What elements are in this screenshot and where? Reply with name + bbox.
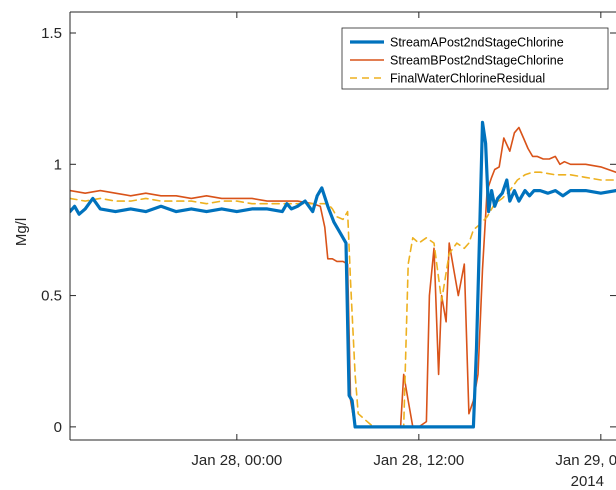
series-line-1: [70, 126, 616, 428]
x-tick-label: Jan 28, 00:00: [191, 452, 282, 469]
y-tick-label: 0: [54, 419, 62, 436]
legend-label-2: FinalWaterChlorineResidual: [390, 72, 545, 86]
legend-label-0: StreamAPost2ndStageChlorine: [390, 36, 564, 50]
x-tick-label: Jan 29, 00:00: [555, 452, 616, 469]
legend-entries: StreamAPost2ndStageChlorine StreamBPost2n…: [350, 36, 564, 86]
series-line-0: [70, 120, 616, 429]
x-tick-label: Jan 28, 12:00: [373, 452, 464, 469]
tick-layer: 0 0.5 1 1.5 Jan 28, 00:00 Jan 28, 12:00 Jan 29…: [41, 12, 616, 469]
legend-box: [341, 27, 609, 90]
year-label: 2014: [571, 473, 604, 490]
y-tick-label: 0.5: [41, 288, 62, 305]
series-layer: [70, 120, 616, 429]
legend: StreamAPost2ndStageChlorine StreamBPost2n…: [341, 27, 609, 90]
y-tick-label: 1.5: [41, 25, 62, 42]
y-axis-label: Mg/l: [13, 218, 30, 246]
y-tick-label: 1: [54, 156, 62, 173]
legend-label-1: StreamBPost2ndStageChlorine: [390, 54, 564, 68]
